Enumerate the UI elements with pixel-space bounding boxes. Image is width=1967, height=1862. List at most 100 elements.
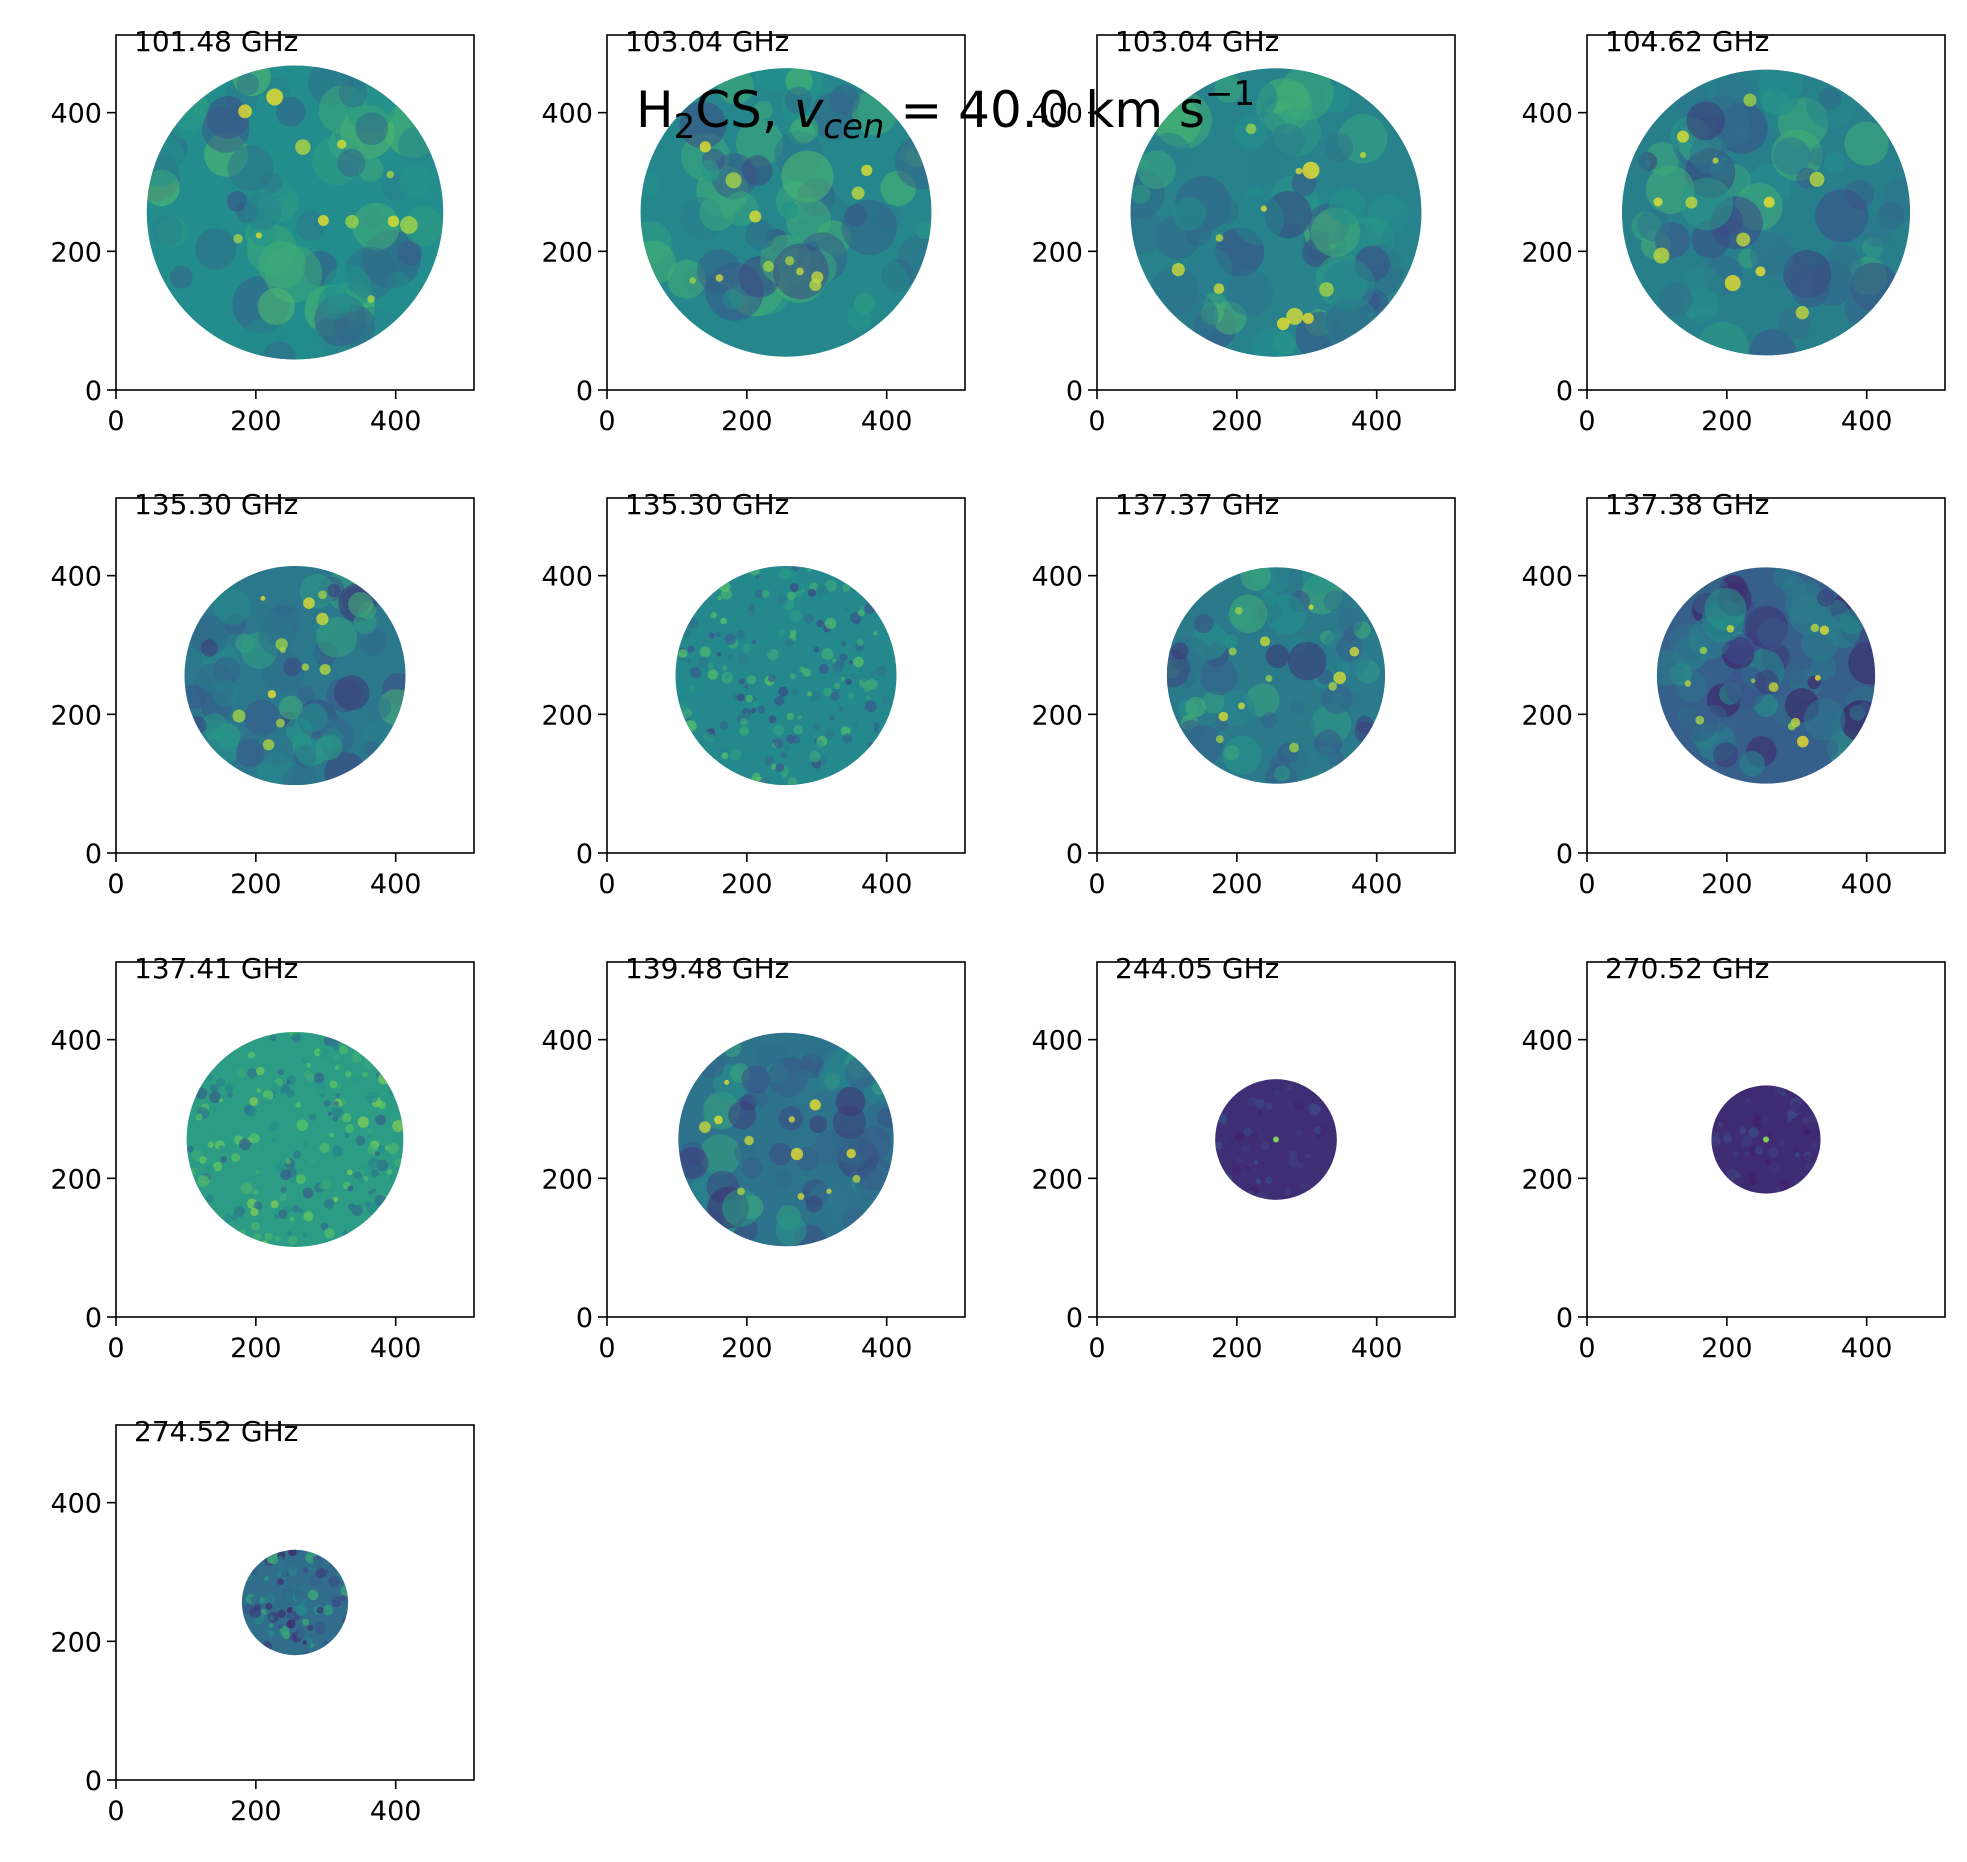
y-tick-label: 0	[85, 839, 102, 870]
panel: 0 200 400 0 200 400 274.52 GHz	[50, 1415, 475, 1827]
x-tick-label: 200	[230, 406, 282, 437]
panel: 0 200 400 0 200 400 137.41 GHz	[50, 952, 475, 1364]
image-texture	[1166, 567, 1382, 784]
axes-frame	[1586, 961, 1946, 1318]
panel-frequency-label: 103.04 GHz	[625, 25, 789, 58]
x-tick-label: 400	[1841, 1333, 1893, 1364]
axes-frame	[606, 497, 966, 854]
x-tick-label: 400	[370, 869, 422, 900]
x-tick-label: 0	[107, 406, 124, 437]
x-tick-label: 200	[721, 1333, 773, 1364]
y-tick-label: 0	[1556, 376, 1573, 407]
y-tick-label: 200	[1031, 700, 1083, 731]
image-texture	[1130, 68, 1422, 357]
image-texture	[640, 68, 932, 331]
central-source	[1273, 1136, 1279, 1143]
y-tick-label: 400	[541, 1026, 593, 1057]
y-tick-label: 200	[50, 1164, 102, 1195]
x-tick-label: 200	[1211, 869, 1263, 900]
panel: 0 200 400 0 200 400 244.05 GHz	[1031, 952, 1456, 1364]
image-texture	[243, 1549, 349, 1656]
x-tick-label: 400	[1841, 406, 1893, 437]
y-tick-label: 400	[50, 1489, 102, 1520]
axes-frame	[606, 34, 966, 391]
image-texture	[678, 1032, 894, 1247]
x-tick-label: 400	[1841, 869, 1893, 900]
panel: 0 200 400 0 200 400 103.04 GHz	[1031, 25, 1456, 437]
y-tick-label: 400	[50, 99, 102, 130]
x-tick-label: 200	[1701, 406, 1753, 437]
y-tick-label: 200	[1521, 700, 1573, 731]
y-tick-label: 0	[85, 1766, 102, 1797]
x-tick-label: 200	[230, 1333, 282, 1364]
y-tick-label: 0	[1556, 839, 1573, 870]
y-tick-label: 400	[50, 562, 102, 593]
panel: 0 200 400 0 200 400 137.37 GHz	[1031, 488, 1456, 900]
panel: 0 200 400 0 200 400 139.48 GHz	[541, 952, 966, 1364]
axes-frame	[606, 961, 966, 1318]
y-tick-label: 400	[1521, 1026, 1573, 1057]
panel-frequency-label: 270.52 GHz	[1605, 952, 1769, 985]
y-tick-label: 200	[1521, 1164, 1573, 1195]
image-texture	[1656, 567, 1876, 777]
axes-frame	[115, 497, 475, 854]
x-tick-label: 400	[861, 1333, 913, 1364]
y-tick-label: 400	[1031, 99, 1083, 130]
x-tick-label: 400	[861, 869, 913, 900]
x-tick-label: 200	[1211, 1333, 1263, 1364]
axes-frame	[115, 34, 475, 391]
panel: 0 200 400 0 200 400 104.62 GHz	[1521, 25, 1946, 437]
panel-frequency-label: 244.05 GHz	[1115, 952, 1279, 985]
panel: 0 200 400 0 200 400 103.04 GHz	[541, 25, 966, 437]
x-tick-label: 0	[1088, 406, 1105, 437]
image-texture	[184, 569, 406, 786]
x-tick-label: 400	[1351, 1333, 1403, 1364]
y-tick-label: 0	[85, 376, 102, 407]
x-tick-label: 400	[861, 406, 913, 437]
axes-frame	[1586, 497, 1946, 854]
panel-frequency-label: 274.52 GHz	[134, 1415, 298, 1448]
y-tick-label: 200	[50, 237, 102, 268]
y-tick-label: 0	[576, 1303, 593, 1334]
x-tick-label: 400	[370, 1333, 422, 1364]
y-tick-label: 400	[1521, 562, 1573, 593]
y-tick-label: 200	[541, 237, 593, 268]
y-tick-label: 400	[1521, 99, 1573, 130]
image-disc	[186, 1032, 404, 1247]
x-tick-label: 0	[598, 869, 615, 900]
x-tick-label: 200	[230, 1796, 282, 1827]
x-tick-label: 0	[1578, 869, 1595, 900]
axes-frame	[115, 961, 475, 1318]
x-tick-label: 0	[107, 1796, 124, 1827]
x-tick-label: 200	[1701, 869, 1753, 900]
panel: 0 200 400 0 200 400 270.52 GHz	[1521, 952, 1946, 1364]
y-tick-label: 400	[541, 562, 593, 593]
x-tick-label: 200	[1701, 1333, 1753, 1364]
y-tick-label: 400	[1031, 562, 1083, 593]
y-tick-label: 400	[1031, 1026, 1083, 1057]
axes-frame	[1096, 961, 1456, 1318]
y-tick-label: 200	[1521, 237, 1573, 268]
panel-frequency-label: 137.41 GHz	[134, 952, 298, 985]
x-tick-label: 0	[1578, 1333, 1595, 1364]
y-tick-label: 200	[50, 700, 102, 731]
x-tick-label: 400	[1351, 406, 1403, 437]
axes-frame	[115, 1424, 475, 1781]
x-tick-label: 0	[107, 1333, 124, 1364]
image-texture	[146, 65, 444, 360]
panel: 0 200 400 0 200 400 135.30 GHz	[541, 488, 966, 900]
panel-frequency-label: 101.48 GHz	[134, 25, 298, 58]
panel-frequency-label: 139.48 GHz	[625, 952, 789, 985]
x-tick-label: 200	[1211, 406, 1263, 437]
panel: 0 200 400 0 200 400 135.30 GHz	[50, 488, 475, 900]
y-tick-label: 400	[50, 1026, 102, 1057]
panel-frequency-label: 135.30 GHz	[134, 488, 298, 521]
y-tick-label: 0	[1556, 1303, 1573, 1334]
y-tick-label: 0	[576, 839, 593, 870]
x-tick-label: 0	[598, 1333, 615, 1364]
x-tick-label: 200	[721, 406, 773, 437]
y-tick-label: 200	[1031, 1164, 1083, 1195]
x-tick-label: 400	[1351, 869, 1403, 900]
x-tick-label: 200	[230, 869, 282, 900]
y-tick-label: 200	[1031, 237, 1083, 268]
